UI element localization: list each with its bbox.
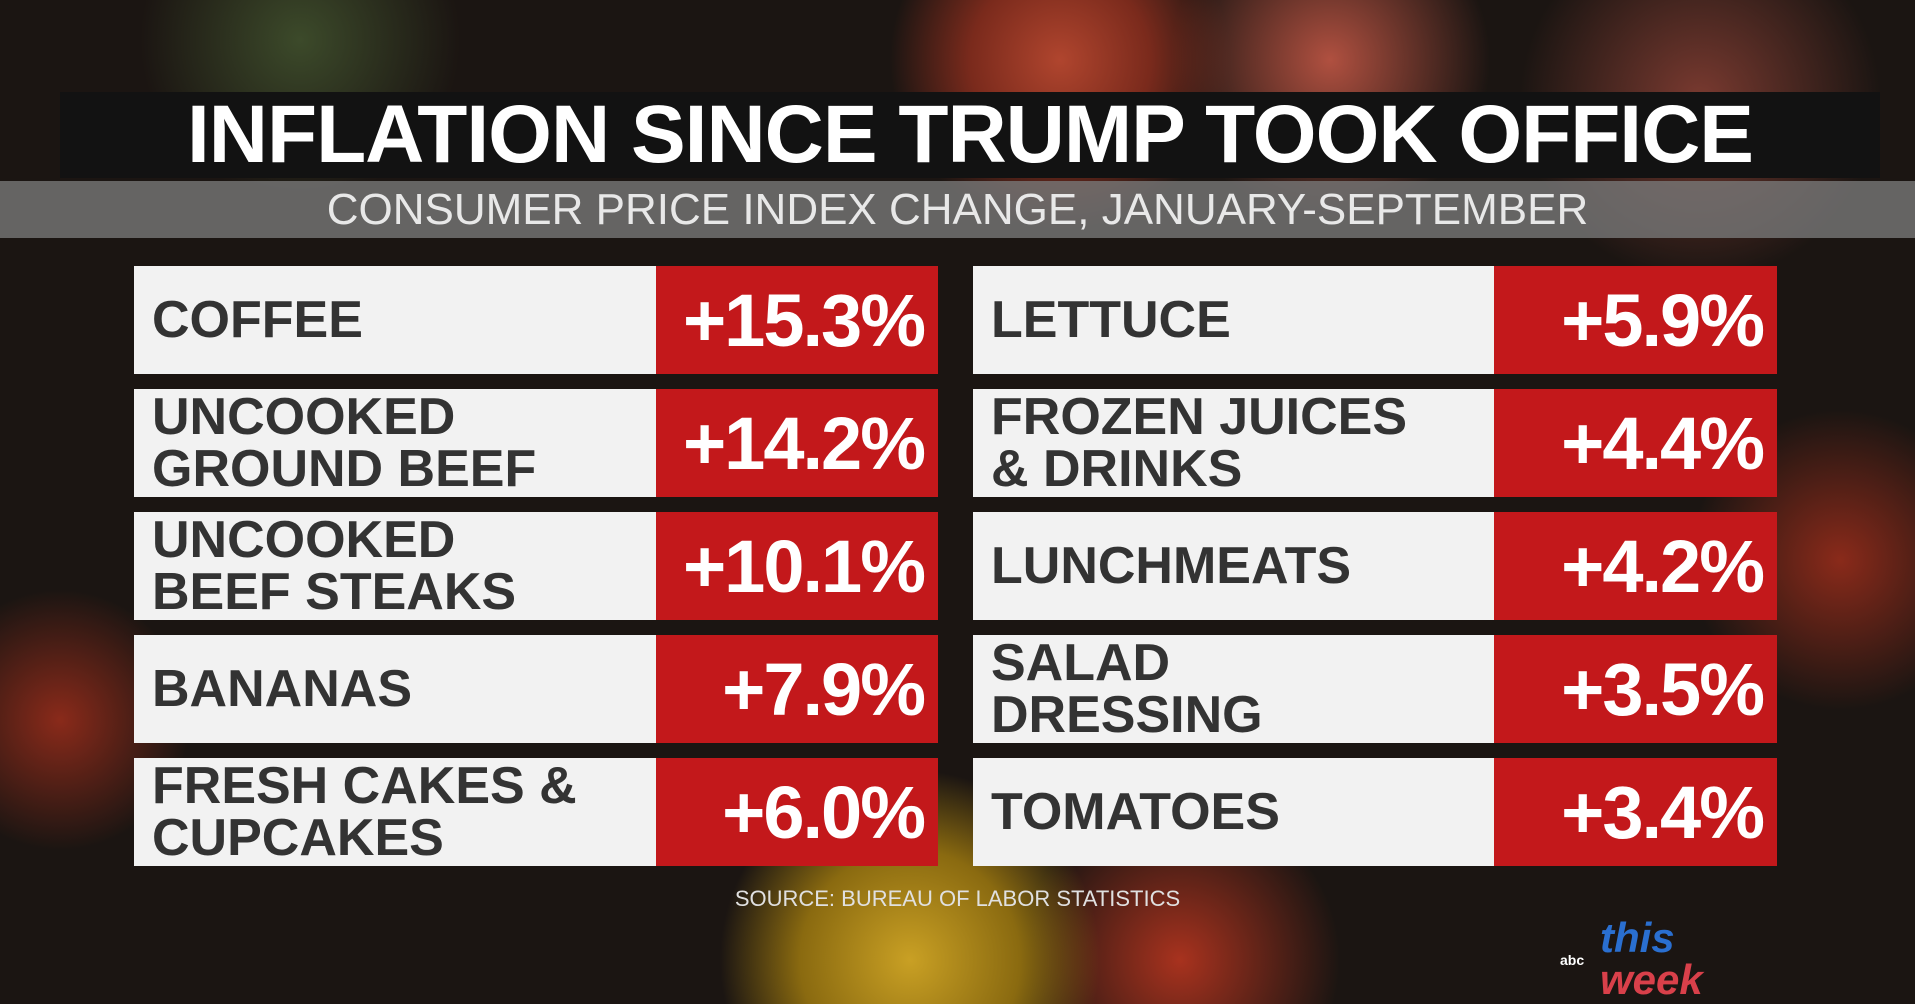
table-row: FROZEN JUICES & DRINKS +4.4%: [973, 389, 1777, 497]
logo-week: week: [1600, 956, 1703, 1003]
item-label: SALAD DRESSING: [973, 635, 1494, 743]
item-change: +4.4%: [1494, 389, 1777, 497]
item-change: +15.3%: [656, 266, 938, 374]
item-label: FROZEN JUICES & DRINKS: [973, 389, 1494, 497]
table-row: UNCOOKED BEEF STEAKS +10.1%: [134, 512, 938, 620]
headline: INFLATION SINCE TRUMP TOOK OFFICE: [60, 92, 1880, 178]
table-row: FRESH CAKES & CUPCAKES +6.0%: [134, 758, 938, 866]
this-week-logo: abc this week: [1560, 914, 1760, 1003]
item-change: +3.4%: [1494, 758, 1777, 866]
item-change: +3.5%: [1494, 635, 1777, 743]
item-label: TOMATOES: [973, 758, 1494, 866]
abc-logo: abc: [1560, 952, 1585, 968]
item-change: +10.1%: [656, 512, 938, 620]
item-label: UNCOOKED GROUND BEEF: [134, 389, 656, 497]
table-row: COFFEE +15.3%: [134, 266, 938, 374]
logo-this: this: [1600, 914, 1675, 961]
item-change: +14.2%: [656, 389, 938, 497]
table-row: SALAD DRESSING +3.5%: [973, 635, 1777, 743]
item-label: BANANAS: [134, 635, 656, 743]
subtitle: CONSUMER PRICE INDEX CHANGE, JANUARY-SEP…: [0, 181, 1915, 238]
table-row: BANANAS +7.9%: [134, 635, 938, 743]
table-row: TOMATOES +3.4%: [973, 758, 1777, 866]
item-label: FRESH CAKES & CUPCAKES: [134, 758, 656, 866]
item-change: +4.2%: [1494, 512, 1777, 620]
item-label: LETTUCE: [973, 266, 1494, 374]
item-change: +6.0%: [656, 758, 938, 866]
item-label: COFFEE: [134, 266, 656, 374]
item-label: LUNCHMEATS: [973, 512, 1494, 620]
item-change: +5.9%: [1494, 266, 1777, 374]
table-row: LETTUCE +5.9%: [973, 266, 1777, 374]
source-note: SOURCE: BUREAU OF LABOR STATISTICS: [734, 886, 1181, 911]
item-change: +7.9%: [656, 635, 938, 743]
table-row: LUNCHMEATS +4.2%: [973, 512, 1777, 620]
item-label: UNCOOKED BEEF STEAKS: [134, 512, 656, 620]
table-row: UNCOOKED GROUND BEEF +14.2%: [134, 389, 938, 497]
